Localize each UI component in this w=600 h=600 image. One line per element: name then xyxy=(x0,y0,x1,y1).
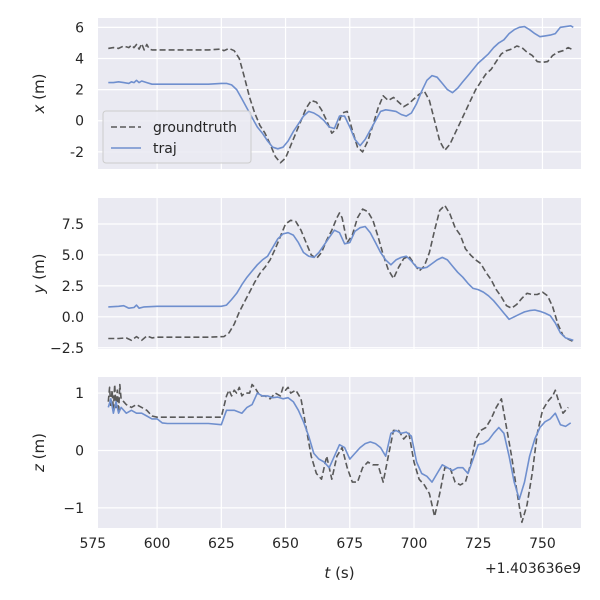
y-tick-label: -2 xyxy=(70,145,84,161)
chart-panel-3: 575 600 625 650 675 700 725 750 −1 0 1 z (m) t (s) +1… xyxy=(30,377,581,582)
legend-label-traj: traj xyxy=(153,141,177,157)
y-tick-label: 2.5 xyxy=(62,279,84,295)
y-axis-label: y (m) xyxy=(30,254,48,295)
x-offset-label: +1.403636e9 xyxy=(485,561,581,577)
y-tick-label: −1 xyxy=(63,501,84,517)
series-line-groundtruth xyxy=(107,383,569,524)
y-tick-label: 0 xyxy=(75,114,84,130)
x-tick-label: 650 xyxy=(272,536,299,552)
y-tick-label: −2.5 xyxy=(50,341,84,357)
x-tick-label: 625 xyxy=(208,536,235,552)
y-tick-label: 0 xyxy=(75,443,84,459)
y-tick-label: 4 xyxy=(75,51,84,67)
y-tick-label: 0.0 xyxy=(62,310,84,326)
series-line-traj xyxy=(107,392,572,501)
y-axis-label: x (m) xyxy=(30,74,48,115)
chart-panel-1: -2 0 2 4 6 x (m) groundtruth traj xyxy=(30,18,581,169)
series-line-traj xyxy=(108,225,574,342)
y-tick-label: 5.0 xyxy=(62,248,84,264)
y-tick-label: 1 xyxy=(75,386,84,402)
y-axis-label: z (m) xyxy=(30,433,48,473)
y-tick-label: 7.5 xyxy=(62,217,84,233)
plot-area xyxy=(98,198,581,349)
legend-box xyxy=(102,110,252,164)
x-tick-label: 675 xyxy=(336,536,363,552)
x-tick-label: 725 xyxy=(465,536,492,552)
chart-panel-2: −2.5 0.0 2.5 5.0 7.5 y (m) xyxy=(30,198,581,357)
y-tick-label: 6 xyxy=(75,20,84,36)
series-line-groundtruth xyxy=(108,42,574,164)
x-tick-label: 575 xyxy=(79,536,106,552)
x-axis-label: t (s) xyxy=(324,564,354,582)
x-tick-label: 700 xyxy=(401,536,428,552)
x-tick-label: 750 xyxy=(529,536,556,552)
series-line-traj xyxy=(108,25,574,150)
legend-label-groundtruth: groundtruth xyxy=(153,120,237,136)
x-tick-label: 600 xyxy=(144,536,171,552)
y-tick-label: 2 xyxy=(75,83,84,99)
legend: groundtruth traj xyxy=(102,110,252,164)
